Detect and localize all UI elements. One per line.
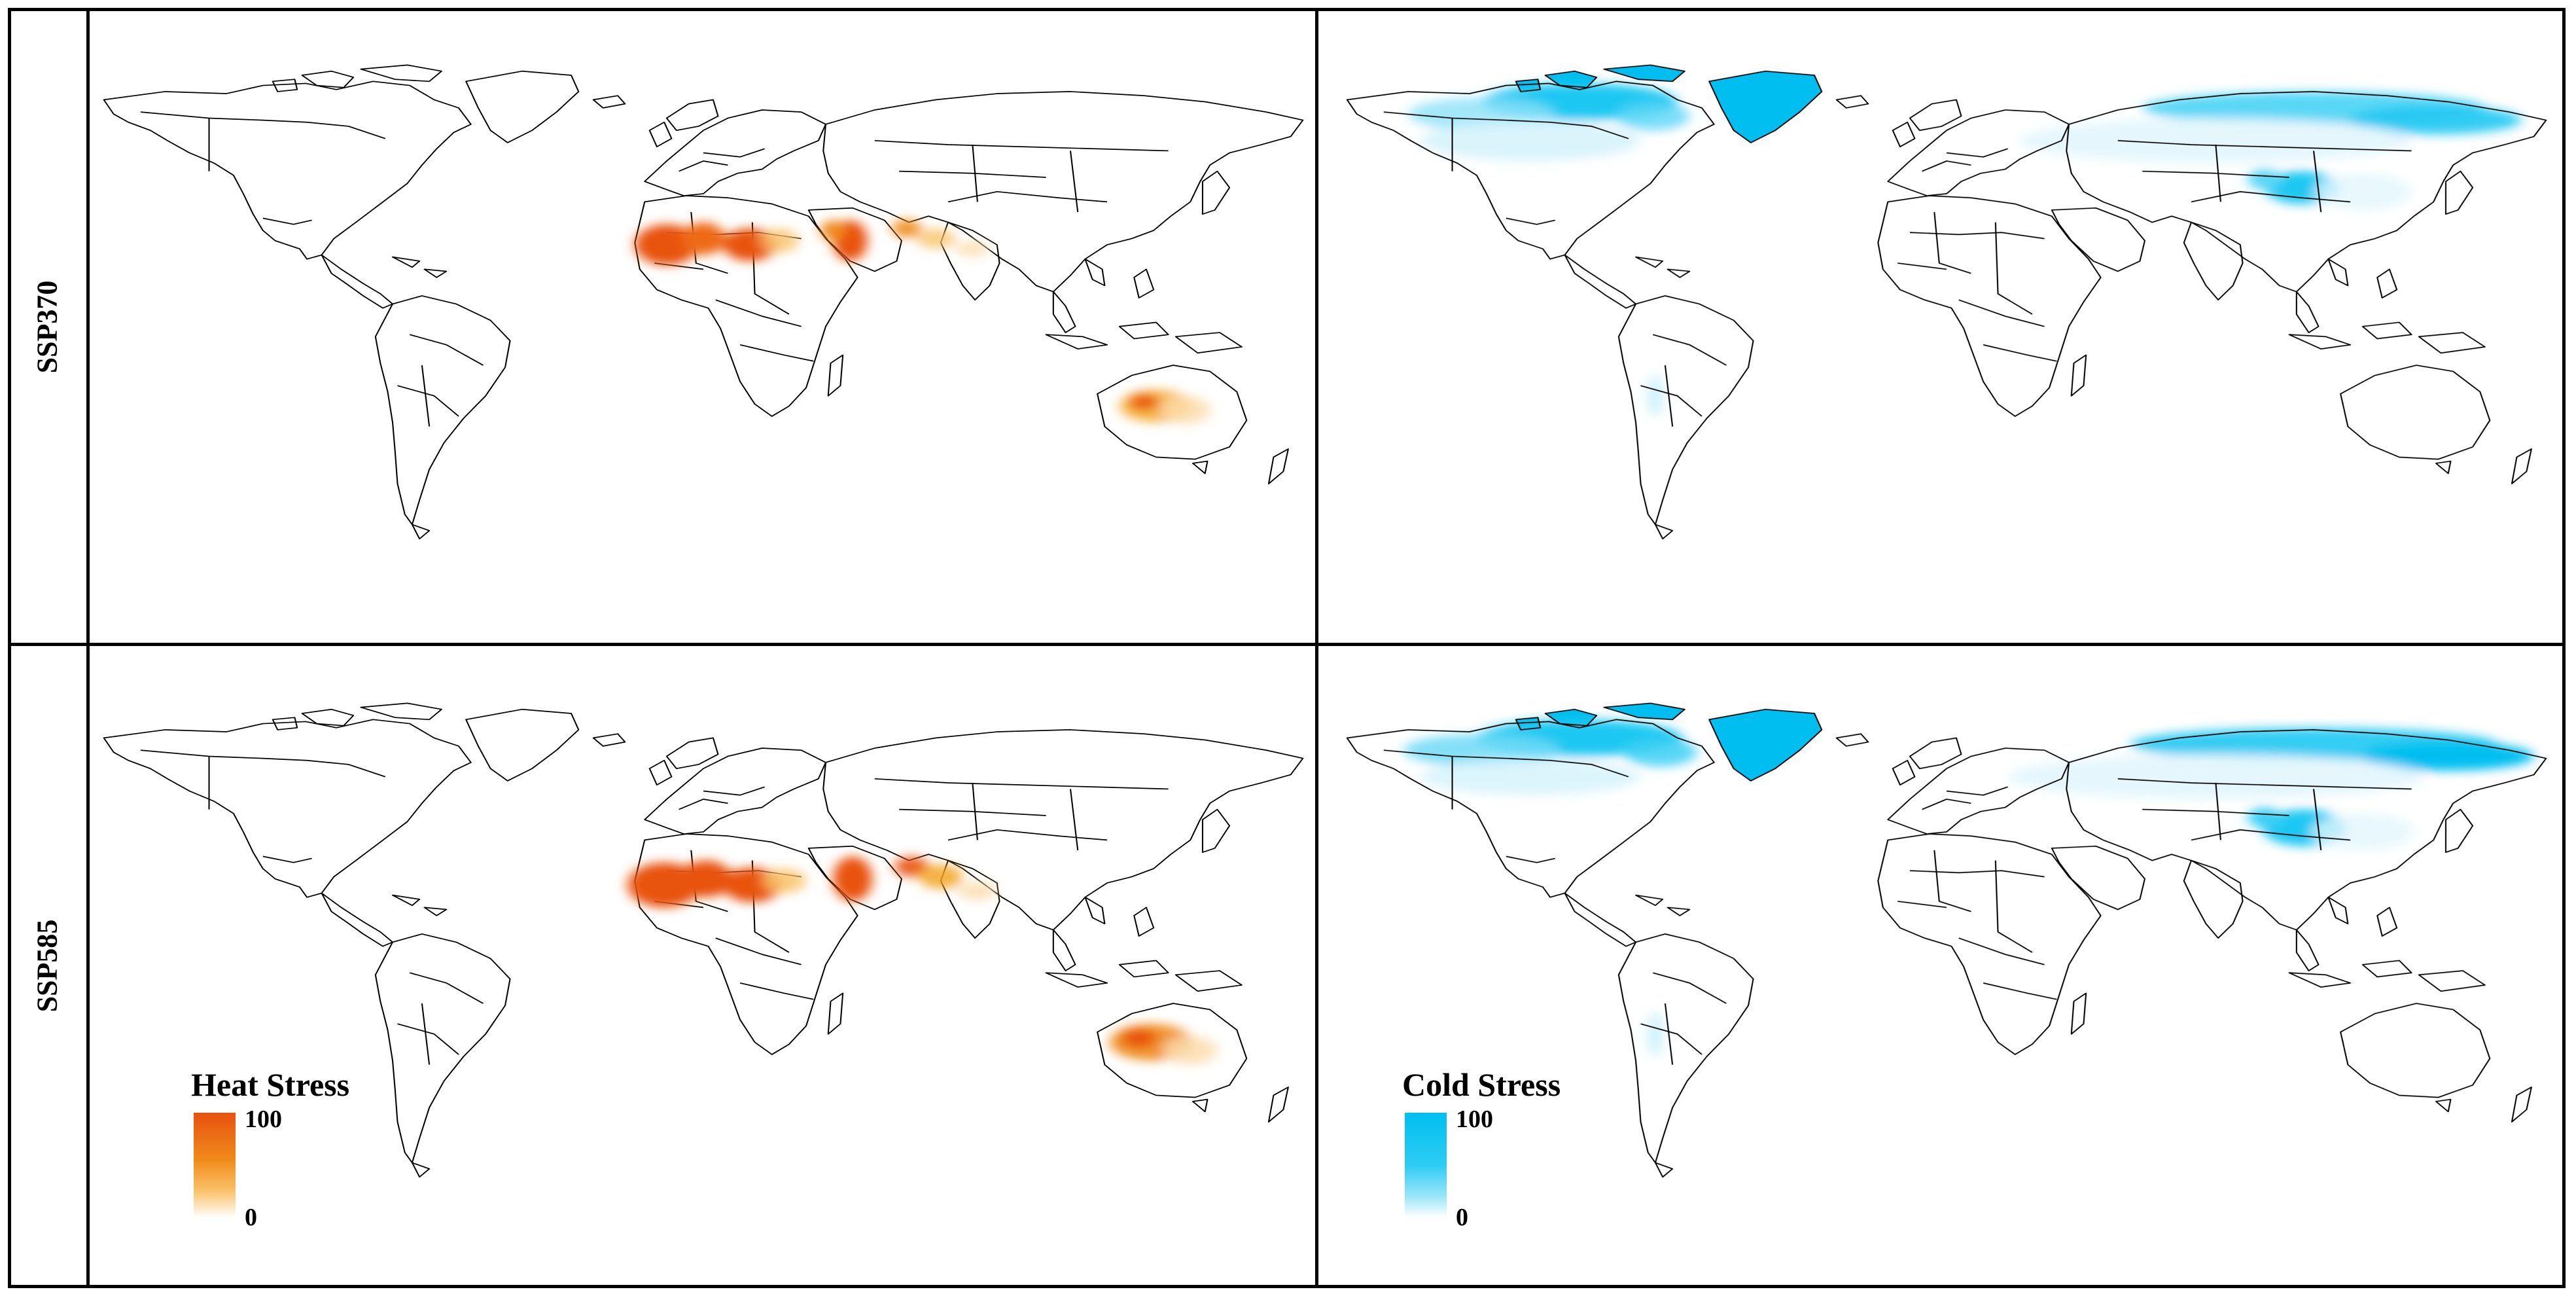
row-label-text: SSP370 [31, 280, 63, 374]
legend-title: Heat Stress [191, 1066, 350, 1103]
column-divider [1315, 8, 1318, 1288]
legend-min: 0 [1456, 1204, 1468, 1231]
map-ssp370-heat-stress [92, 59, 1315, 569]
row-label-ssp585: SSP585 [8, 646, 86, 1285]
cold-color-bar [1405, 1113, 1447, 1217]
heat-color-bar [194, 1113, 236, 1217]
row-divider [8, 643, 2566, 646]
row-label-text: SSP585 [31, 919, 63, 1012]
legend-min: 0 [245, 1204, 257, 1231]
legend-max: 100 [245, 1106, 282, 1133]
map-ssp370-cold-stress [1335, 59, 2558, 569]
row-label-ssp370: SSP370 [8, 11, 86, 643]
cold-stress-legend: Cold Stress 100 0 [1402, 1066, 1638, 1236]
figure-frame [8, 8, 2566, 1288]
heat-stress-legend: Heat Stress 100 0 [191, 1066, 427, 1236]
label-column-divider [86, 8, 90, 1288]
legend-title: Cold Stress [1402, 1066, 1561, 1103]
legend-max: 100 [1456, 1106, 1493, 1133]
